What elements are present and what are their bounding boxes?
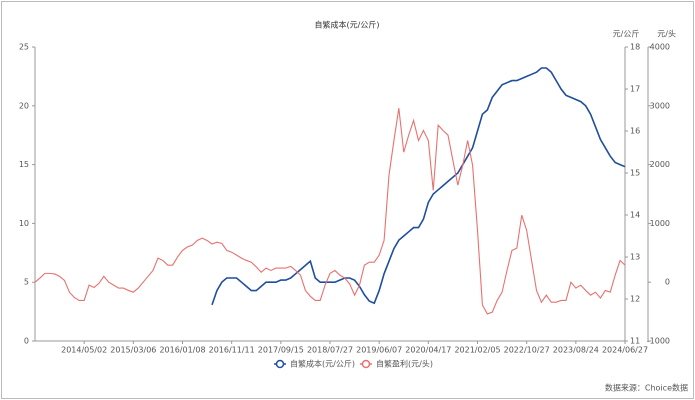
x-tick-label: 2020/04/17 [405,346,451,355]
x-tick-label: 2023/08/24 [553,346,599,355]
legend-label: 自繁盈利(元/头) [376,359,433,369]
y-tick-label: 0 [24,337,29,346]
legend-marker [361,359,371,369]
x-tick-label: 2018/07/27 [307,346,353,355]
y-tick-label: 20 [19,101,29,110]
y3-tick-label: -1000 [647,337,670,346]
y2-tick-label: 18 [630,43,640,52]
y3-tick-label: 4000 [650,43,670,52]
x-tick-label: 2015/03/06 [110,346,156,355]
y-tick-label: 5 [24,278,29,287]
y3-tick-label: 2000 [650,160,670,169]
legend-label: 自繁成本(元/公斤) [290,359,355,369]
y-tick-label: 25 [19,43,29,52]
x-tick-label: 2016/01/08 [159,346,205,355]
y2-tick-label: 15 [630,169,640,178]
x-tick-label: 2014/05/02 [61,346,107,355]
y2-tick-label: 14 [630,211,640,220]
y-tick-label: 15 [19,160,29,169]
y2-tick-label: 17 [630,85,640,94]
y2-tick-label: 16 [630,127,640,136]
series-line [211,67,626,306]
y2-tick-label: 11 [630,337,640,346]
y2-tick-label: 13 [630,253,640,262]
y3-tick-label: 0 [665,278,670,287]
chart-title: 自繁成本(元/公斤) [315,20,380,30]
y3-axis-label: 元/头 [657,29,676,39]
series-line [34,108,626,315]
y2-axis-label: 元/公斤 [613,29,640,39]
y3-tick-label: 3000 [650,101,670,110]
x-tick-label: 2021/02/05 [454,346,500,355]
x-tick-label: 2022/10/27 [504,346,550,355]
source: 数据来源：Choice数据 [605,383,688,393]
legend-marker [275,359,285,369]
x-tick-label: 2016/11/11 [209,346,255,355]
y2-tick-label: 12 [630,295,640,304]
y-tick-label: 10 [19,219,29,228]
x-tick-label: 2017/09/15 [258,346,304,355]
x-tick-label: 2024/06/27 [602,346,648,355]
y3-tick-label: 1000 [650,219,670,228]
x-tick-label: 2019/06/07 [356,346,402,355]
